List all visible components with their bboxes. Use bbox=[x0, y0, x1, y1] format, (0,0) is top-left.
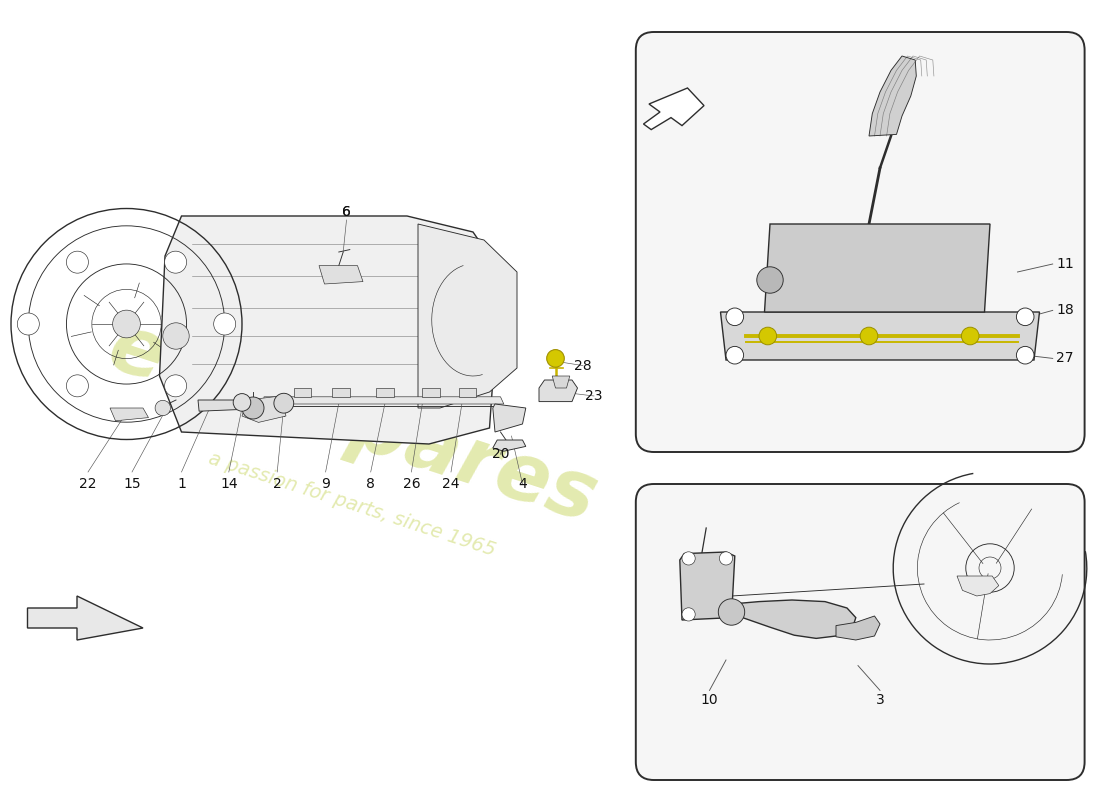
Polygon shape bbox=[264, 397, 504, 404]
Circle shape bbox=[213, 313, 235, 335]
Circle shape bbox=[682, 608, 695, 621]
Circle shape bbox=[155, 400, 170, 416]
Text: 8: 8 bbox=[366, 477, 375, 491]
Text: 15: 15 bbox=[123, 477, 141, 491]
Polygon shape bbox=[418, 224, 517, 408]
FancyBboxPatch shape bbox=[636, 32, 1085, 452]
Text: 6: 6 bbox=[342, 205, 351, 219]
Polygon shape bbox=[422, 388, 440, 397]
Text: 6: 6 bbox=[342, 205, 351, 219]
Text: 22: 22 bbox=[79, 477, 97, 491]
Polygon shape bbox=[459, 388, 476, 397]
Polygon shape bbox=[160, 216, 501, 444]
Circle shape bbox=[274, 394, 294, 413]
Polygon shape bbox=[493, 440, 526, 451]
Circle shape bbox=[1016, 308, 1034, 326]
Circle shape bbox=[719, 552, 733, 565]
Text: 4: 4 bbox=[518, 477, 527, 491]
Circle shape bbox=[163, 323, 189, 349]
Polygon shape bbox=[720, 312, 1040, 360]
Text: 3: 3 bbox=[876, 693, 884, 707]
FancyBboxPatch shape bbox=[636, 484, 1085, 780]
Polygon shape bbox=[836, 616, 880, 640]
Circle shape bbox=[961, 327, 979, 345]
Text: 9: 9 bbox=[321, 477, 330, 491]
Text: 26: 26 bbox=[403, 477, 420, 491]
Polygon shape bbox=[493, 404, 526, 432]
Polygon shape bbox=[644, 88, 704, 130]
Text: a passion for parts, since 1965: a passion for parts, since 1965 bbox=[206, 449, 498, 559]
Circle shape bbox=[233, 394, 251, 411]
Circle shape bbox=[860, 327, 878, 345]
Text: 2: 2 bbox=[273, 477, 282, 491]
Circle shape bbox=[726, 308, 744, 326]
Polygon shape bbox=[294, 388, 311, 397]
Text: 1: 1 bbox=[177, 477, 186, 491]
Text: 10: 10 bbox=[701, 693, 718, 707]
Circle shape bbox=[112, 310, 141, 338]
Text: eurospares: eurospares bbox=[732, 253, 1028, 387]
Circle shape bbox=[757, 266, 783, 293]
Text: 18: 18 bbox=[1056, 303, 1074, 318]
Polygon shape bbox=[539, 380, 578, 402]
Polygon shape bbox=[732, 600, 856, 638]
Text: since 1965: since 1965 bbox=[838, 364, 922, 404]
Text: 28: 28 bbox=[574, 358, 592, 373]
Circle shape bbox=[242, 397, 264, 419]
Circle shape bbox=[18, 313, 40, 335]
Polygon shape bbox=[28, 596, 143, 640]
Polygon shape bbox=[869, 56, 916, 136]
Polygon shape bbox=[242, 396, 286, 422]
Circle shape bbox=[759, 327, 777, 345]
Circle shape bbox=[726, 346, 744, 364]
Circle shape bbox=[719, 608, 733, 621]
Text: 27: 27 bbox=[1056, 351, 1074, 366]
Circle shape bbox=[165, 251, 187, 273]
Polygon shape bbox=[332, 388, 350, 397]
Text: 24: 24 bbox=[442, 477, 460, 491]
Circle shape bbox=[1016, 346, 1034, 364]
Polygon shape bbox=[680, 552, 735, 620]
Circle shape bbox=[66, 251, 88, 273]
Circle shape bbox=[66, 375, 88, 397]
Text: 11: 11 bbox=[1056, 257, 1074, 271]
Text: 14: 14 bbox=[220, 477, 238, 491]
Circle shape bbox=[718, 598, 745, 626]
Polygon shape bbox=[376, 388, 394, 397]
Circle shape bbox=[682, 552, 695, 565]
Text: 20: 20 bbox=[492, 447, 509, 462]
Polygon shape bbox=[764, 224, 990, 312]
Polygon shape bbox=[957, 576, 999, 596]
Text: 23: 23 bbox=[585, 389, 603, 403]
Text: eurospares: eurospares bbox=[98, 308, 606, 540]
Polygon shape bbox=[110, 408, 148, 421]
Polygon shape bbox=[198, 400, 238, 411]
Polygon shape bbox=[552, 376, 570, 388]
Polygon shape bbox=[319, 266, 363, 284]
Circle shape bbox=[547, 350, 564, 367]
Circle shape bbox=[165, 375, 187, 397]
